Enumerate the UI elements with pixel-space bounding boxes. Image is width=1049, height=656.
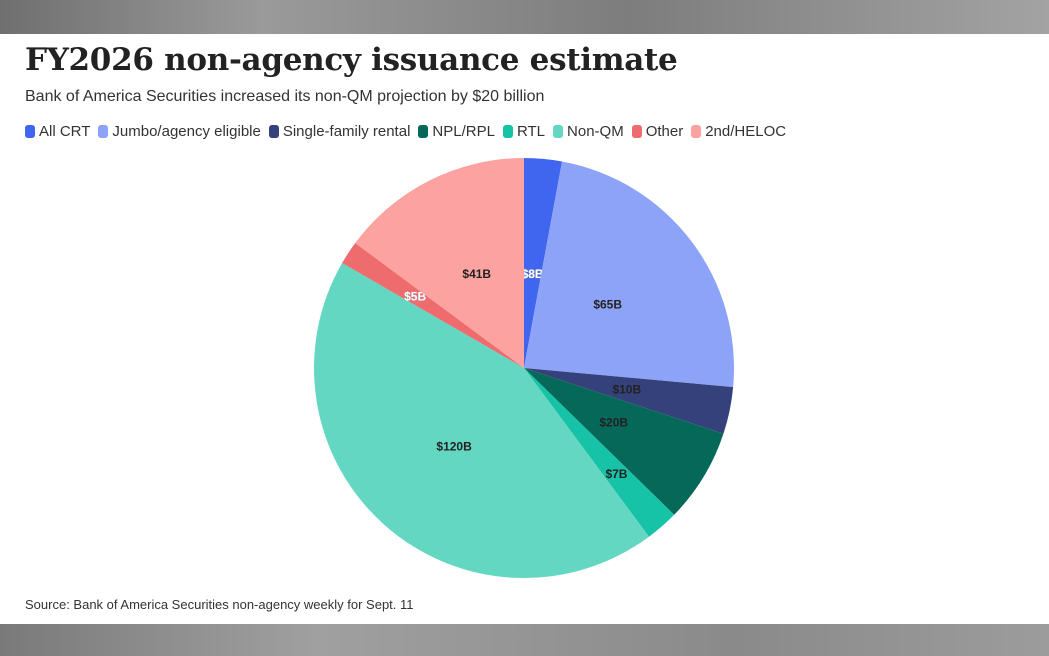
slice-data-label: $8B <box>522 267 544 281</box>
legend-label: RTL <box>516 123 546 140</box>
legend-label: NPL/RPL <box>432 123 495 140</box>
legend-label: Other <box>645 123 684 140</box>
chart-legend: All CRT Jumbo/agency eligible Single-famil… <box>25 123 786 140</box>
legend-label: All CRT <box>39 123 91 140</box>
legend-swatch <box>502 125 513 138</box>
legend-item: 2nd/HELOC <box>691 123 786 140</box>
legend-swatch <box>553 125 564 138</box>
background-top-band <box>0 0 1049 34</box>
slice-data-label: $65B <box>593 298 622 312</box>
slice-data-label: $5B <box>404 290 426 304</box>
pie-slice <box>524 368 724 515</box>
legend-label: Non-QM <box>567 123 624 140</box>
legend-swatch <box>25 125 35 138</box>
slice-data-label: $41B <box>462 267 491 281</box>
legend-item: All CRT <box>25 123 90 140</box>
chart-subtitle: Bank of America Securities increased its… <box>25 88 545 105</box>
source-note: Source: Bank of America Securities non-a… <box>25 597 414 612</box>
legend-swatch <box>268 125 279 138</box>
slice-data-label: $7B <box>605 467 627 481</box>
chart-title: FY2026 non-agency issuance estimate <box>25 42 678 78</box>
pie-slice <box>314 263 649 578</box>
legend-label: Jumbo/agency eligible <box>112 123 261 140</box>
legend-item: Jumbo/agency eligible <box>98 123 261 140</box>
legend-item: Other <box>631 123 684 140</box>
legend-item: NPL/RPL <box>418 123 495 140</box>
pie-slice <box>355 158 524 368</box>
pie-slice <box>524 161 734 388</box>
slice-data-label: $120B <box>436 439 472 453</box>
pie-slice <box>524 368 734 434</box>
chart-card: FY2026 non-agency issuance estimate Bank… <box>0 34 1049 624</box>
legend-swatch <box>418 125 429 138</box>
slice-data-label: $20B <box>599 416 628 430</box>
legend-label: Single-family rental <box>282 123 411 140</box>
legend-item: RTL <box>502 123 546 140</box>
legend-swatch <box>98 125 109 138</box>
background-bottom-band <box>0 624 1049 656</box>
legend-item: Single-family rental <box>268 123 411 140</box>
pie-chart: $8B $65B $10B $20B $7B $120B $5B $41B <box>314 158 734 578</box>
pie-slice <box>524 158 563 368</box>
legend-swatch <box>631 125 642 138</box>
legend-item: Non-QM <box>553 123 624 140</box>
pie-slice <box>524 368 675 537</box>
slice-data-label: $10B <box>612 382 641 396</box>
pie-slice <box>342 243 524 368</box>
legend-label: 2nd/HELOC <box>705 123 787 140</box>
legend-swatch <box>691 125 702 138</box>
